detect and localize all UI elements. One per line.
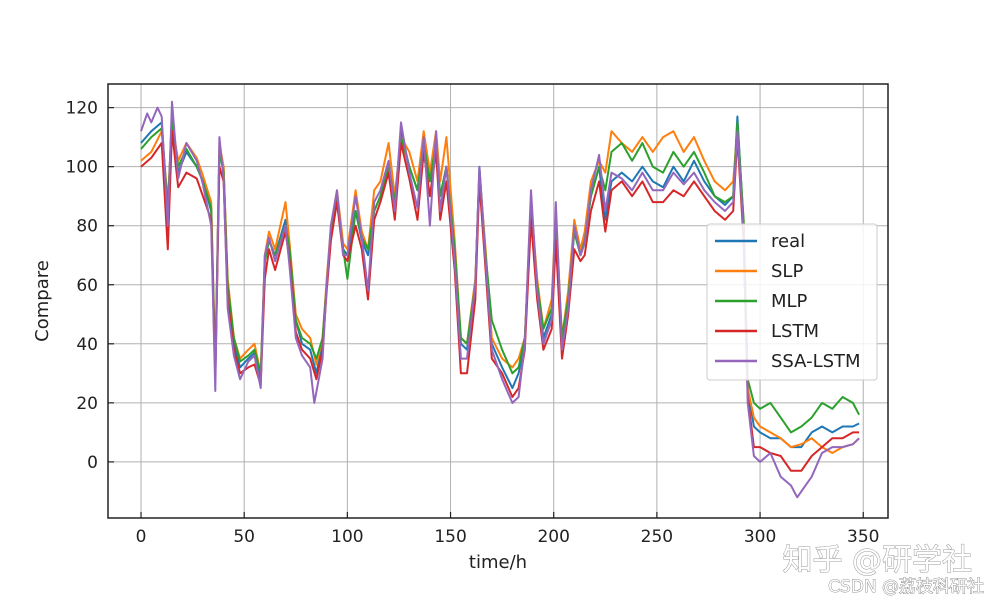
x-axis-title: time/h	[469, 552, 527, 573]
y-tick-label: 60	[76, 276, 98, 296]
x-tick-label: 300	[744, 527, 776, 547]
y-tick-label: 20	[76, 394, 98, 414]
plot-frame	[107, 83, 889, 519]
legend-label: LSTM	[771, 321, 819, 342]
legend-label: SSA-LSTM	[771, 351, 861, 372]
watermark-main: 知乎 @研学社	[782, 543, 972, 578]
x-tick-label: 250	[641, 527, 673, 547]
x-tick-label: 0	[136, 527, 147, 547]
series-line-ssa-lstm	[140, 100, 860, 499]
legend: real SLP MLP LSTM SSA-LSTM	[706, 223, 878, 381]
y-axis-title: Compare	[32, 260, 53, 342]
x-tick-label: 50	[233, 527, 255, 547]
watermark-sub: CSDN @荔枝科研社	[828, 577, 984, 597]
series-lines	[140, 100, 860, 499]
x-tick-label: 150	[434, 527, 466, 547]
y-tick-label: 120	[66, 99, 98, 119]
axis-ticks: 0 50 100 150 200 250 300 350 0 20 40 60 80 100 120	[66, 99, 880, 547]
y-tick-label: 40	[76, 335, 98, 355]
legend-label: SLP	[771, 261, 803, 282]
y-tick-label: 80	[76, 217, 98, 237]
legend-label: MLP	[771, 291, 808, 312]
x-tick-label: 200	[537, 527, 569, 547]
y-tick-label: 0	[87, 453, 98, 473]
x-tick-label: 100	[331, 527, 363, 547]
series-line-mlp	[140, 121, 860, 434]
legend-box	[706, 223, 878, 381]
series-line-lstm	[140, 130, 860, 472]
x-tick-label: 350	[847, 527, 879, 547]
y-tick-label: 100	[66, 158, 98, 178]
legend-label: real	[771, 231, 805, 252]
